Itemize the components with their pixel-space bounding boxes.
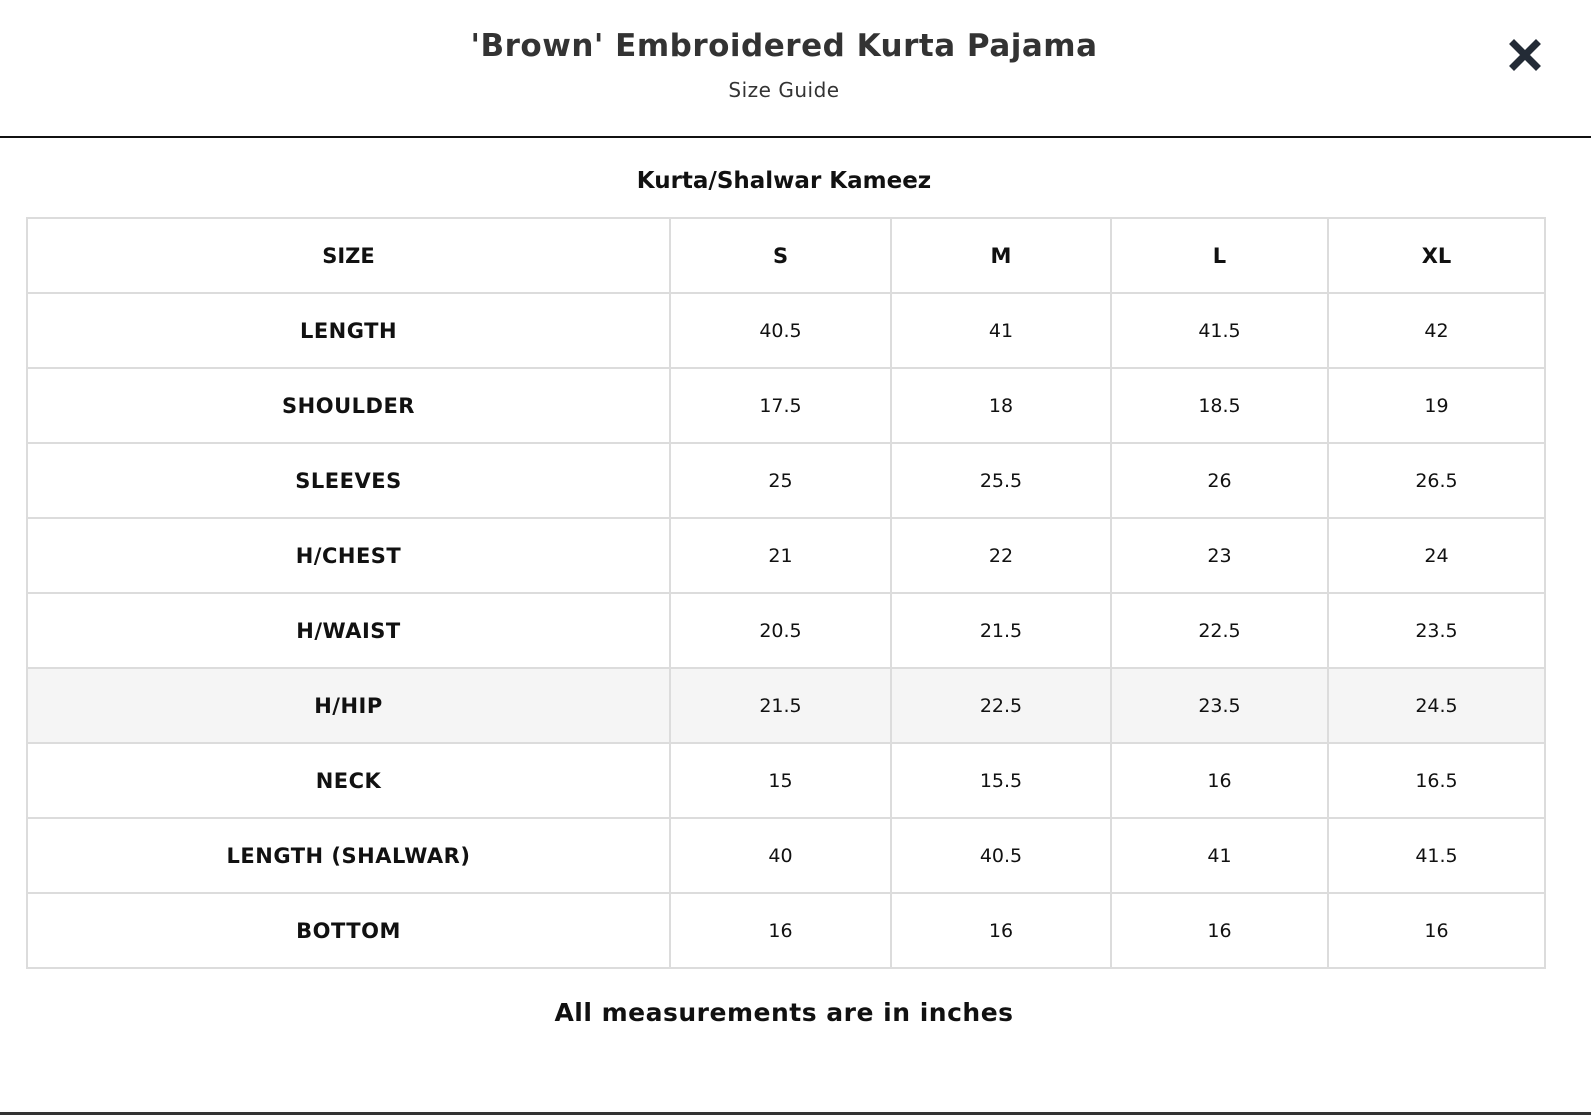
row-label: NECK: [26, 742, 671, 819]
header-size-label: SIZE: [26, 217, 671, 294]
measurement-cell: 17.5: [669, 367, 892, 444]
modal-subtitle: Size Guide: [728, 78, 840, 102]
table-row: NECK 15 15.5 16 16.5: [26, 742, 1546, 819]
measurement-cell: 20.5: [669, 592, 892, 669]
measurement-cell: 16.5: [1327, 742, 1546, 819]
measurement-cell: 24: [1327, 517, 1546, 594]
measurement-cell: 23.5: [1110, 667, 1329, 744]
close-button[interactable]: [1508, 38, 1542, 72]
measurement-cell: 40.5: [890, 817, 1112, 894]
measurement-cell: 25.5: [890, 442, 1112, 519]
measurement-cell: 16: [669, 892, 892, 969]
measurement-cell: 22: [890, 517, 1112, 594]
header-size-xl: XL: [1327, 217, 1546, 294]
table-row: LENGTH 40.5 41 41.5 42: [26, 292, 1546, 369]
row-label: SLEEVES: [26, 442, 671, 519]
measurement-cell: 24.5: [1327, 667, 1546, 744]
measurement-cell: 16: [1327, 892, 1546, 969]
table-row: LENGTH (SHALWAR) 40 40.5 41 41.5: [26, 817, 1546, 894]
measurement-cell: 41.5: [1327, 817, 1546, 894]
measurement-cell: 15.5: [890, 742, 1112, 819]
measurement-cell: 21.5: [669, 667, 892, 744]
measurement-cell: 18: [890, 367, 1112, 444]
table-row: BOTTOM 16 16 16 16: [26, 892, 1546, 969]
table-header-row: SIZE S M L XL: [26, 217, 1546, 294]
table-row: H/HIP 21.5 22.5 23.5 24.5: [26, 667, 1546, 744]
measurement-cell: 21: [669, 517, 892, 594]
row-label: H/CHEST: [26, 517, 671, 594]
size-table-title: Kurta/Shalwar Kameez: [636, 168, 932, 194]
row-label: H/WAIST: [26, 592, 671, 669]
row-label: BOTTOM: [26, 892, 671, 969]
measurement-cell: 23.5: [1327, 592, 1546, 669]
measurement-cell: 41: [890, 292, 1112, 369]
measurement-cell: 26.5: [1327, 442, 1546, 519]
modal-header: 'Brown' Embroidered Kurta Pajama Size Gu…: [0, 0, 1591, 138]
table-row: SHOULDER 17.5 18 18.5 19: [26, 367, 1546, 444]
measurement-cell: 25: [669, 442, 892, 519]
measurement-cell: 42: [1327, 292, 1546, 369]
table-row: H/CHEST 21 22 23 24: [26, 517, 1546, 594]
measurement-cell: 40: [669, 817, 892, 894]
size-chart-table: SIZE S M L XL LENGTH 40.5 41 41.5 42 SHOULDER 17.5 1…: [26, 217, 1546, 969]
header-size-l: L: [1110, 217, 1329, 294]
close-x-icon: [1509, 39, 1541, 71]
window-bottom-edge: [0, 1112, 1591, 1115]
measurement-cell: 40.5: [669, 292, 892, 369]
measurement-cell: 26: [1110, 442, 1329, 519]
measurement-cell: 18.5: [1110, 367, 1329, 444]
measurement-cell: 41.5: [1110, 292, 1329, 369]
measurement-cell: 16: [1110, 742, 1329, 819]
measurement-cell: 41: [1110, 817, 1329, 894]
measurement-cell: 16: [890, 892, 1112, 969]
measurement-cell: 22.5: [890, 667, 1112, 744]
measurement-cell: 19: [1327, 367, 1546, 444]
header-size-m: M: [890, 217, 1112, 294]
measurement-cell: 23: [1110, 517, 1329, 594]
row-label: SHOULDER: [26, 367, 671, 444]
table-row: SLEEVES 25 25.5 26 26.5: [26, 442, 1546, 519]
measurement-cell: 16: [1110, 892, 1329, 969]
measurement-note: All measurements are in inches: [554, 998, 1014, 1027]
table-row: H/WAIST 20.5 21.5 22.5 23.5: [26, 592, 1546, 669]
modal-title: 'Brown' Embroidered Kurta Pajama: [470, 28, 1098, 64]
measurement-cell: 15: [669, 742, 892, 819]
measurement-cell: 22.5: [1110, 592, 1329, 669]
row-label: LENGTH (SHALWAR): [26, 817, 671, 894]
header-size-s: S: [669, 217, 892, 294]
row-label: LENGTH: [26, 292, 671, 369]
row-label: H/HIP: [26, 667, 671, 744]
measurement-cell: 21.5: [890, 592, 1112, 669]
